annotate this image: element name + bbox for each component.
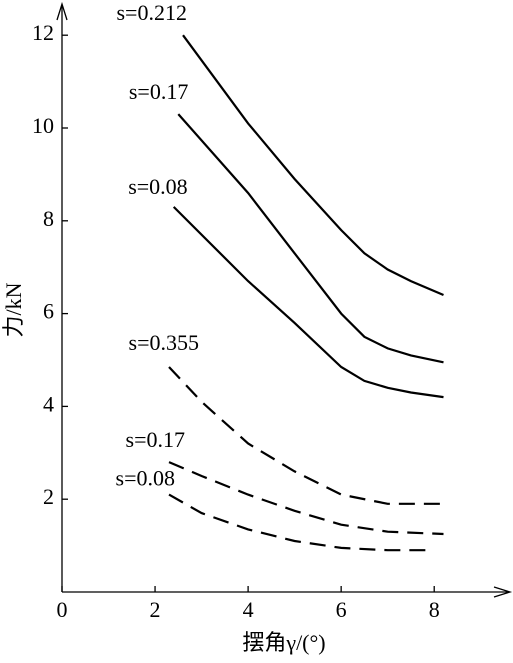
x-tick-label: 2 — [150, 597, 161, 622]
series-line — [168, 366, 444, 505]
x-tick-label: 0 — [57, 597, 68, 622]
series-label: s=0.08 — [116, 466, 175, 491]
y-tick-label: 6 — [43, 299, 54, 324]
y-tick-label: 8 — [43, 206, 54, 231]
series-label: s=0.17 — [126, 427, 185, 452]
series-line — [182, 34, 444, 297]
series-line — [168, 493, 435, 552]
y-axis-arrow — [56, 1, 68, 21]
y-tick-label: 10 — [32, 113, 54, 138]
series-label: s=0.17 — [129, 79, 188, 104]
series-line — [177, 113, 444, 364]
y-tick-label: 2 — [43, 484, 54, 509]
y-tick-label: 4 — [43, 391, 54, 416]
x-tick-label: 4 — [243, 597, 254, 622]
x-tick-label: 6 — [336, 597, 347, 622]
series-label: s=0.355 — [129, 330, 199, 355]
x-axis-arrow — [493, 586, 513, 598]
series-label: s=0.212 — [116, 0, 186, 25]
x-tick-label: 8 — [429, 597, 440, 622]
x-axis-label: 摆角γ/(°) — [242, 630, 325, 655]
series-line — [172, 206, 444, 399]
y-tick-label: 12 — [32, 20, 54, 45]
series-line — [168, 461, 444, 536]
series-label: s=0.08 — [128, 174, 187, 199]
y-axis-label: 力/kN — [1, 282, 26, 337]
